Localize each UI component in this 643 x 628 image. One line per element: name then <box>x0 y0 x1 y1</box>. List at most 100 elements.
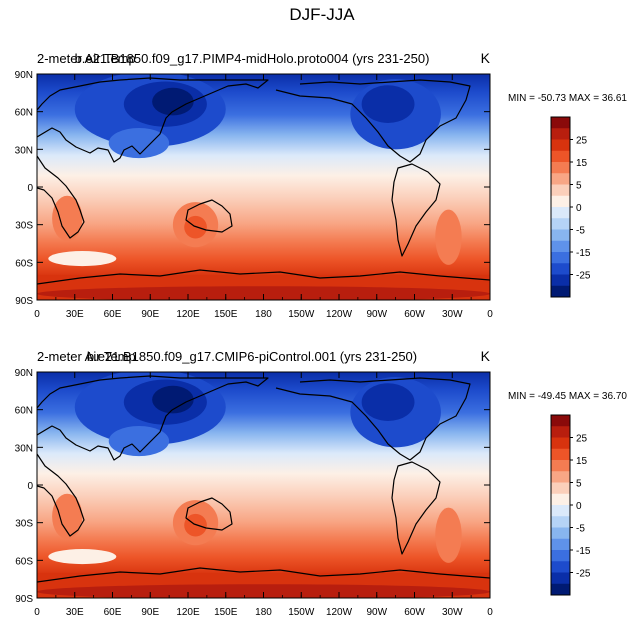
y-tick-label: 0 <box>27 183 33 194</box>
panel-2: 2-meter Air Temp b.e21.B1850.f09_g17.CMI… <box>15 348 628 618</box>
panel-2-axis-ticks: 0 30E 60E 90E 120E 150E 180 150W 120W 90W 60W 30W 09… <box>15 368 494 618</box>
panel-2-center-title: b.e21.B1850.f09_g17.CMIP6-piControl.001 … <box>87 349 417 364</box>
panel-1-australia-core <box>184 215 207 239</box>
colorbar-swatch <box>551 240 570 253</box>
x-tick-label: 60E <box>104 607 122 618</box>
x-tick-label: 90W <box>366 309 387 320</box>
colorbar-label: -5 <box>576 226 585 237</box>
x-tick-label: 120W <box>326 607 353 618</box>
panel-2-colorbar: 25 15 5 0 -5 -15 -25 <box>550 414 591 596</box>
figure-title: DJF-JJA <box>289 5 355 24</box>
panel-2-namerica-coast <box>275 377 471 461</box>
colorbar-swatch <box>551 426 570 438</box>
panel-2-left-title: 2-meter Air Temp <box>37 349 136 364</box>
panel-2-antarctica-coast <box>37 567 490 583</box>
panel-1-anomalies <box>37 74 490 300</box>
colorbar-label: 5 <box>576 181 582 192</box>
colorbar-swatch <box>551 117 570 129</box>
y-tick-label: 90S <box>15 594 33 605</box>
y-tick-label: 60N <box>15 406 33 417</box>
colorbar-swatch <box>551 252 570 264</box>
colorbar-label: -25 <box>576 569 591 580</box>
colorbar-swatch <box>551 561 570 573</box>
y-tick-label: 90S <box>15 296 33 307</box>
panel-1: 2-meter Air Temp b.e21.B1850.f09_g17.PIM… <box>15 50 628 320</box>
colorbar-swatch <box>551 263 570 275</box>
panel-2-siberia-core <box>152 385 194 414</box>
panel-1-units: K <box>481 50 491 66</box>
colorbar-swatch <box>551 285 570 298</box>
colorbar-swatch <box>551 207 570 219</box>
x-tick-label: 0 <box>487 309 493 320</box>
x-tick-label: 0 <box>34 607 40 618</box>
panel-1-colorbar: 25 15 5 0 -5 -15 -25 <box>550 116 591 298</box>
colorbar-swatch <box>551 493 570 506</box>
colorbar-swatch <box>551 482 570 495</box>
colorbar-swatch <box>551 527 570 540</box>
colorbar-swatch <box>551 162 570 174</box>
colorbar-swatch <box>551 460 570 472</box>
panel-2-eurasia-coast <box>37 375 269 461</box>
x-tick-label: 90E <box>141 309 159 320</box>
y-tick-label: 60S <box>15 556 33 567</box>
panel-1-center-title: b.e21.B1850.f09_g17.PIMP4-midHolo.proto0… <box>75 51 430 66</box>
colorbar-label: 25 <box>576 136 588 147</box>
x-tick-label: 120E <box>176 309 200 320</box>
x-tick-label: 30W <box>442 607 463 618</box>
panel-1-canada-coldest <box>361 85 415 123</box>
y-tick-label: 0 <box>27 481 33 492</box>
colorbar-swatch <box>551 538 570 551</box>
colorbar-swatch <box>551 516 570 528</box>
y-tick-label: 30N <box>15 145 33 156</box>
colorbar-swatch <box>551 448 570 461</box>
y-tick-label: 30S <box>15 519 33 530</box>
panel-2-africa-coast <box>37 453 85 537</box>
panel-1-axis-ticks: 0 30E 60E 90E 120E 150E 180 150W 120W 90W 60W 30W 09… <box>15 70 494 320</box>
y-tick-label: 90N <box>15 70 33 81</box>
x-tick-label: 60E <box>104 309 122 320</box>
colorbar-swatch <box>551 274 570 287</box>
x-tick-label: 150W <box>288 607 315 618</box>
x-tick-label: 150E <box>214 309 238 320</box>
panel-1-pale-band <box>48 251 117 267</box>
x-tick-label: 30E <box>66 309 84 320</box>
panel-2-australia-coast <box>185 497 233 531</box>
x-tick-label: 120W <box>326 309 353 320</box>
x-tick-label: 150E <box>214 607 238 618</box>
colorbar-label: -15 <box>576 248 591 259</box>
colorbar-label: -25 <box>576 271 591 282</box>
y-tick-label: 90N <box>15 368 33 379</box>
colorbar-swatch <box>551 173 570 185</box>
colorbar-label: 0 <box>576 501 582 512</box>
panel-1-samerica-coast <box>391 163 441 257</box>
x-tick-label: 180 <box>255 309 272 320</box>
panel-1-australia-coast <box>185 199 233 233</box>
colorbar-label: 25 <box>576 434 588 445</box>
x-tick-label: 90E <box>141 607 159 618</box>
panel-1-coastlines <box>37 77 490 285</box>
panel-1-stats: MIN = -50.73 MAX = 36.61 <box>508 93 627 104</box>
colorbar-label: -15 <box>576 546 591 557</box>
colorbar-label: 15 <box>576 158 588 169</box>
panel-2-stats: MIN = -49.45 MAX = 36.70 <box>508 391 627 402</box>
panel-2-map <box>37 372 490 598</box>
colorbar-swatch <box>551 550 570 562</box>
colorbar-swatch <box>551 437 570 450</box>
colorbar-swatch <box>551 471 570 483</box>
panel-2-southern-africa-warm <box>52 493 83 539</box>
colorbar-swatch <box>551 218 570 230</box>
colorbar-swatch <box>551 184 570 197</box>
x-tick-label: 120E <box>176 607 200 618</box>
panel-2-pale-band <box>48 549 117 565</box>
colorbar-swatch <box>551 572 570 585</box>
x-tick-label: 30E <box>66 607 84 618</box>
colorbar-swatch <box>551 139 570 152</box>
x-tick-label: 150W <box>288 309 315 320</box>
x-tick-label: 60W <box>404 309 425 320</box>
panel-1-eurasia-coast <box>37 77 269 163</box>
panel-2-samerica-warm <box>435 507 462 563</box>
panel-1-samerica-warm <box>435 209 462 265</box>
colorbar-swatch <box>551 229 570 242</box>
panel-1-africa-coast <box>37 155 85 239</box>
